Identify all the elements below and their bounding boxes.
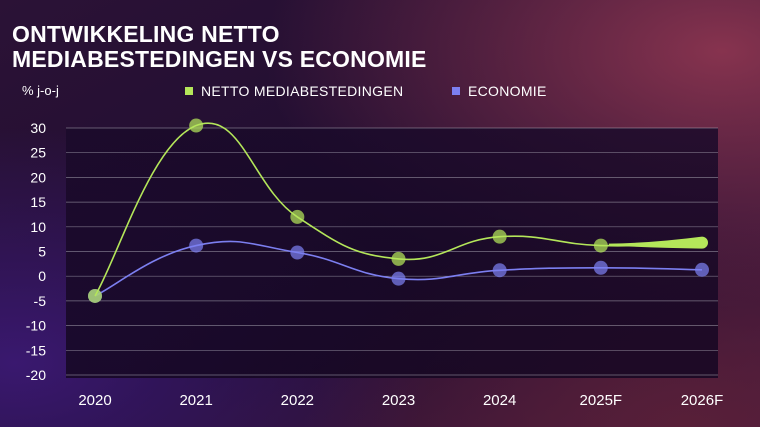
x-tick-label: 2024 [483,392,516,409]
data-point-media [492,229,507,244]
y-tick-label: 15 [30,194,46,210]
legend-item-economy: ECONOMIE [452,82,547,100]
chart-title-line-1: ONTWIKKELING NETTO [12,21,280,47]
y-tick-label: 0 [38,268,46,284]
chart-title-line-2: MEDIABESTEDINGEN VS ECONOMIE [12,46,427,72]
data-point-economy [391,271,406,286]
legend-label-economy: ECONOMIE [468,83,547,99]
data-point-media [593,238,608,253]
data-point-media [608,236,708,249]
legend-swatch-economy [452,87,460,95]
y-tick-label: -5 [34,293,47,309]
y-tick-label: 25 [30,145,46,161]
data-point-media [88,288,102,303]
y-tick-label: 30 [30,120,46,136]
x-tick-label: 2022 [281,392,314,409]
data-point-economy [189,238,204,253]
legend-item-media: NETTO MEDIABESTEDINGEN [185,82,403,100]
series-line-economy [94,240,703,297]
series-line-media [94,122,703,297]
x-tick-label: 2020 [78,392,111,409]
y-tick-label: -20 [26,367,46,383]
x-tick-label: 2023 [382,392,415,409]
data-point-media [391,251,406,266]
y-tick-label: -10 [26,318,46,334]
chart-title: ONTWIKKELING NETTO MEDIABESTEDINGEN VS E… [12,22,427,72]
legend-label-media: NETTO MEDIABESTEDINGEN [201,83,404,99]
data-point-economy [593,260,608,275]
x-tick-label: 2026F [681,392,724,409]
y-tick-label: 10 [30,219,46,235]
legend-swatch-media [185,87,193,95]
y-tick-label: 20 [30,169,46,185]
y-axis-unit-label: % j-o-j [22,83,59,98]
y-tick-label: 5 [38,244,46,260]
data-point-economy [290,245,305,260]
data-point-media [290,209,305,224]
x-tick-label: 2025F [580,392,623,409]
data-point-economy [695,262,709,277]
data-point-economy [492,263,507,278]
data-point-media [189,118,204,133]
y-tick-label: -15 [26,342,46,358]
x-tick-label: 2021 [179,392,212,409]
